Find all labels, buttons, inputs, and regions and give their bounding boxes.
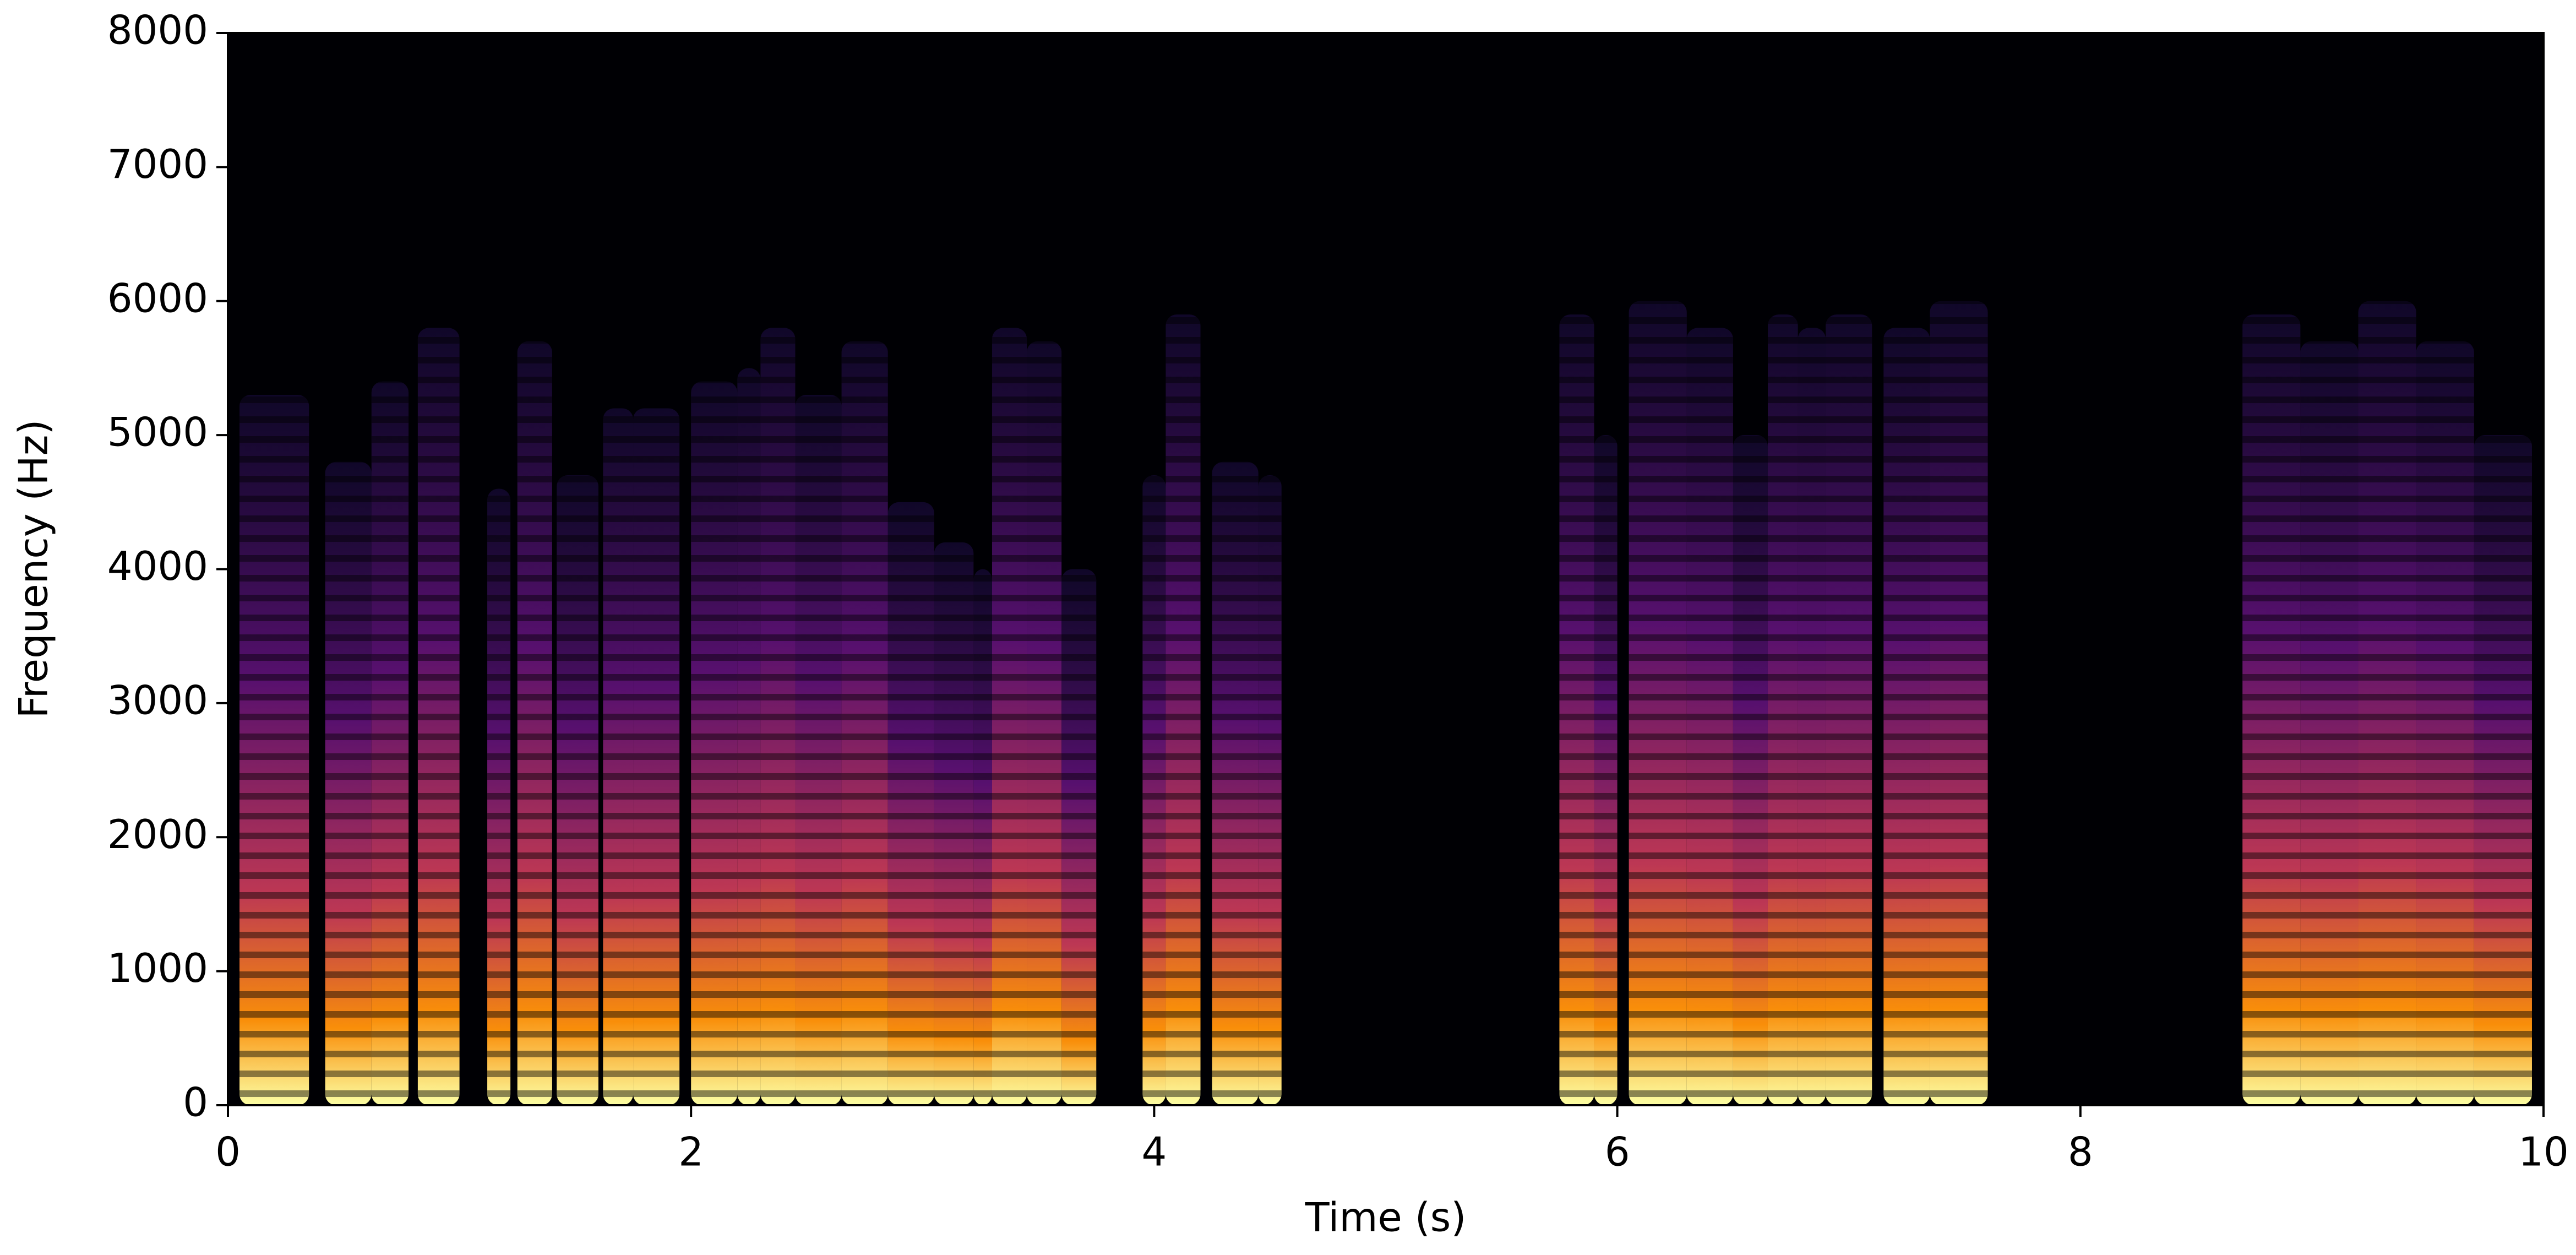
harmonic-texture xyxy=(1212,461,1259,1105)
harmonic-texture xyxy=(795,395,842,1105)
harmonic-texture xyxy=(760,328,796,1105)
y-tick-label: 7000 xyxy=(107,141,208,187)
harmonic-texture xyxy=(841,341,888,1106)
harmonic-texture xyxy=(557,475,598,1106)
harmonic-texture xyxy=(517,341,552,1106)
x-tick-label: 2 xyxy=(678,1129,704,1175)
x-tick-label: 10 xyxy=(2518,1129,2569,1175)
harmonic-texture xyxy=(2474,435,2532,1105)
x-tick-label: 6 xyxy=(1605,1129,1630,1175)
harmonic-texture xyxy=(1798,328,1826,1105)
x-tick-label: 0 xyxy=(215,1129,241,1175)
harmonic-texture xyxy=(371,381,409,1105)
harmonic-texture xyxy=(603,408,634,1106)
harmonic-texture xyxy=(1166,314,1201,1105)
harmonic-texture xyxy=(1733,435,1768,1105)
harmonic-texture xyxy=(2242,314,2301,1105)
x-tick-label: 8 xyxy=(2068,1129,2093,1175)
harmonic-texture xyxy=(934,542,974,1105)
harmonic-texture xyxy=(973,569,992,1105)
harmonic-texture xyxy=(1027,341,1062,1106)
harmonic-texture xyxy=(2300,341,2359,1106)
harmonic-texture xyxy=(633,408,680,1106)
harmonic-texture xyxy=(1061,569,1097,1105)
harmonic-texture xyxy=(417,328,460,1105)
harmonic-texture xyxy=(691,381,738,1105)
x-tick-label: 4 xyxy=(1141,1129,1167,1175)
y-tick-label: 4000 xyxy=(107,543,208,589)
harmonic-texture xyxy=(1559,314,1594,1105)
harmonic-texture xyxy=(487,488,511,1105)
harmonic-texture xyxy=(1686,328,1733,1105)
y-tick-label: 6000 xyxy=(107,275,208,321)
harmonic-texture xyxy=(1594,435,1618,1105)
y-axis-label: Frequency (Hz) xyxy=(10,420,57,719)
harmonic-texture xyxy=(239,395,309,1105)
y-tick-label: 1000 xyxy=(107,945,208,991)
harmonic-texture xyxy=(1826,314,1872,1105)
harmonic-texture xyxy=(1142,475,1166,1106)
y-tick-label: 5000 xyxy=(107,409,208,455)
harmonic-texture xyxy=(737,368,761,1105)
harmonic-texture xyxy=(887,502,934,1105)
y-tick-label: 2000 xyxy=(107,811,208,857)
y-tick-label: 3000 xyxy=(107,677,208,723)
harmonic-texture xyxy=(2416,341,2474,1106)
x-axis-label: Time (s) xyxy=(1305,1194,1467,1241)
harmonic-texture xyxy=(992,328,1027,1105)
harmonic-texture xyxy=(1883,328,1930,1105)
harmonic-texture xyxy=(1767,314,1798,1105)
harmonic-texture xyxy=(325,461,372,1105)
harmonic-texture xyxy=(1258,475,1282,1106)
harmonic-texture xyxy=(2358,301,2416,1105)
y-tick-label: 8000 xyxy=(107,7,208,53)
y-tick-label: 0 xyxy=(183,1079,208,1126)
harmonic-texture xyxy=(1629,301,1687,1105)
harmonic-texture xyxy=(1930,301,1988,1105)
